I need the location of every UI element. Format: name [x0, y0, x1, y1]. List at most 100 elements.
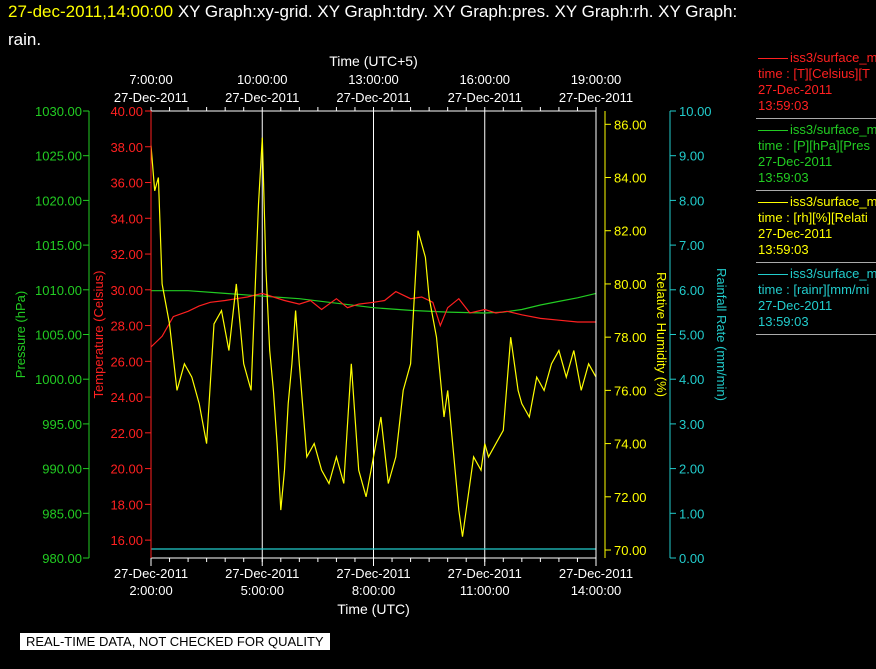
legend-entry: iss3/surface_me time : [rh][%][Relati 27-D…	[758, 194, 876, 258]
quality-notice: REAL-TIME DATA, NOT CHECKED FOR QUALITY	[20, 633, 330, 650]
legend-separator	[756, 334, 876, 335]
axis-layer: 27-Dec-2011 2:00:00 27-Dec-2011 5:00:00 27-D…	[13, 53, 729, 617]
legend-separator	[756, 190, 876, 191]
pressure-tick-label: 995.00	[42, 417, 82, 432]
temperature-tick-label: 18.00	[110, 497, 143, 512]
temperature-tick-label: 32.00	[110, 247, 143, 262]
humidity-tick-label: 72.00	[614, 490, 647, 505]
humidity-tick-label: 82.00	[614, 224, 647, 239]
top-tick-date: 27-Dec-2011	[559, 90, 633, 105]
bottom-tick-time: 11:00:00	[460, 583, 510, 598]
rainfall-tick-label: 8.00	[679, 193, 704, 208]
legend-label: time : [rh][%][Relati	[758, 210, 868, 225]
top-tick-time: 7:00:00	[129, 72, 172, 87]
legend-date: 27-Dec-2011	[758, 154, 833, 169]
pressure-tick-label: 1000.00	[35, 372, 82, 387]
pressure-tick-label: 1020.00	[35, 193, 82, 208]
rainfall-tick-label: 7.00	[679, 238, 704, 253]
bottom-tick-date: 27-Dec-2011	[336, 566, 410, 581]
pressure-tick-label: 1010.00	[35, 283, 82, 298]
bottom-axis-title: Time (UTC)	[337, 601, 410, 617]
top-tick-date: 27-Dec-2011	[114, 90, 188, 105]
legend-entry: iss3/surface_me time : [T][Celsius][T 27-D…	[758, 50, 876, 114]
humidity-tick-label: 86.00	[614, 117, 647, 132]
legend-source-text: iss3/surface_me	[790, 50, 876, 65]
temperature-axis-title: Temperature (Celsius)	[91, 271, 106, 399]
temperature-tick-label: 40.00	[110, 104, 143, 119]
pressure-axis-title: Pressure (hPa)	[13, 291, 28, 378]
humidity-axis-title: Relative Humidity (%)	[654, 272, 669, 397]
rainfall-tick-label: 10.00	[679, 104, 712, 119]
rainfall-tick-label: 2.00	[679, 462, 704, 477]
temperature-tick-label: 24.00	[110, 390, 143, 405]
pressure-tick-label: 1015.00	[35, 238, 82, 253]
bottom-tick-time: 5:00:00	[241, 583, 284, 598]
rainfall-tick-label: 9.00	[679, 149, 704, 164]
temperature-tick-label: 22.00	[110, 426, 143, 441]
temperature-tick-label: 26.00	[110, 354, 143, 369]
legend-entry: iss3/surface_me time : [rainr][mm/mi 27-De…	[758, 266, 876, 330]
legend-date: 27-Dec-2011	[758, 298, 833, 313]
top-tick-date: 27-Dec-2011	[225, 90, 299, 105]
temperature-tick-label: 28.00	[110, 319, 143, 334]
humidity-tick-label: 80.00	[614, 277, 647, 292]
bottom-tick-date: 27-Dec-2011	[114, 566, 188, 581]
rainfall-tick-label: 1.00	[679, 506, 704, 521]
humidity-tick-label: 76.00	[614, 383, 647, 398]
legend-time: 13:59:03	[758, 314, 809, 329]
bottom-tick-date: 27-Dec-2011	[448, 566, 522, 581]
rainfall-axis-title: Rainfall Rate (mm/min)	[714, 268, 729, 401]
legend-source: iss3/surface_me	[758, 194, 876, 210]
legend-source: iss3/surface_me	[758, 122, 876, 138]
header-timestamp: 27-dec-2011,14:00:00	[8, 2, 174, 21]
temperature-tick-label: 34.00	[110, 211, 143, 226]
bottom-tick-date: 27-Dec-2011	[225, 566, 299, 581]
top-tick-time: 13:00:00	[348, 72, 399, 87]
graph-header-line1: 27-dec-2011,14:00:00 XY Graph:xy-grid. X…	[8, 2, 737, 22]
legend-swatch	[758, 274, 788, 276]
legend-label: time : [P][hPa][Pres	[758, 138, 870, 153]
temperature-tick-label: 16.00	[110, 533, 143, 548]
legend-swatch	[758, 202, 788, 204]
series-layer	[150, 137, 597, 550]
pressure-tick-label: 1025.00	[35, 149, 82, 164]
humidity-tick-label: 78.00	[614, 330, 647, 345]
series-line-pressure	[151, 290, 597, 314]
humidity-tick-label: 74.00	[614, 437, 647, 452]
legend-source-text: iss3/surface_me	[790, 266, 876, 281]
legend-date: 27-Dec-2011	[758, 226, 833, 241]
temperature-tick-label: 20.00	[110, 462, 143, 477]
legend-source-text: iss3/surface_me	[790, 122, 876, 137]
legend-time: 13:59:03	[758, 170, 809, 185]
header-graph-list: XY Graph:xy-grid. XY Graph:tdry. XY Grap…	[173, 2, 738, 21]
legend-label: time : [T][Celsius][T	[758, 66, 870, 81]
temperature-tick-label: 36.00	[110, 176, 143, 191]
legend-separator	[756, 262, 876, 263]
pressure-tick-label: 1030.00	[35, 104, 82, 119]
legend-date: 27-Dec-2011	[758, 82, 833, 97]
rainfall-tick-label: 4.00	[679, 372, 704, 387]
pressure-tick-label: 1005.00	[35, 328, 82, 343]
series-line-humidity	[150, 137, 597, 537]
pressure-tick-label: 990.00	[42, 462, 82, 477]
bottom-tick-time: 14:00:00	[571, 583, 622, 598]
bottom-tick-time: 8:00:00	[352, 583, 395, 598]
top-tick-time: 19:00:00	[571, 72, 622, 87]
graph-header-line2: rain.	[8, 30, 42, 49]
legend-source-text: iss3/surface_me	[790, 194, 876, 209]
legend-entry: iss3/surface_me time : [P][hPa][Pres 27-De…	[758, 122, 876, 186]
top-tick-time: 10:00:00	[237, 72, 288, 87]
temperature-tick-label: 30.00	[110, 283, 143, 298]
grid-layer	[261, 111, 486, 558]
rainfall-tick-label: 3.00	[679, 417, 704, 432]
pressure-tick-label: 980.00	[42, 551, 82, 566]
top-tick-date: 27-Dec-2011	[448, 90, 522, 105]
pressure-tick-label: 985.00	[42, 506, 82, 521]
bottom-tick-time: 2:00:00	[129, 583, 172, 598]
humidity-tick-label: 84.00	[614, 171, 647, 186]
bottom-tick-date: 27-Dec-2011	[559, 566, 633, 581]
legend-source: iss3/surface_me	[758, 266, 876, 282]
top-axis-title: Time (UTC+5)	[329, 53, 418, 69]
rainfall-tick-label: 6.00	[679, 283, 704, 298]
